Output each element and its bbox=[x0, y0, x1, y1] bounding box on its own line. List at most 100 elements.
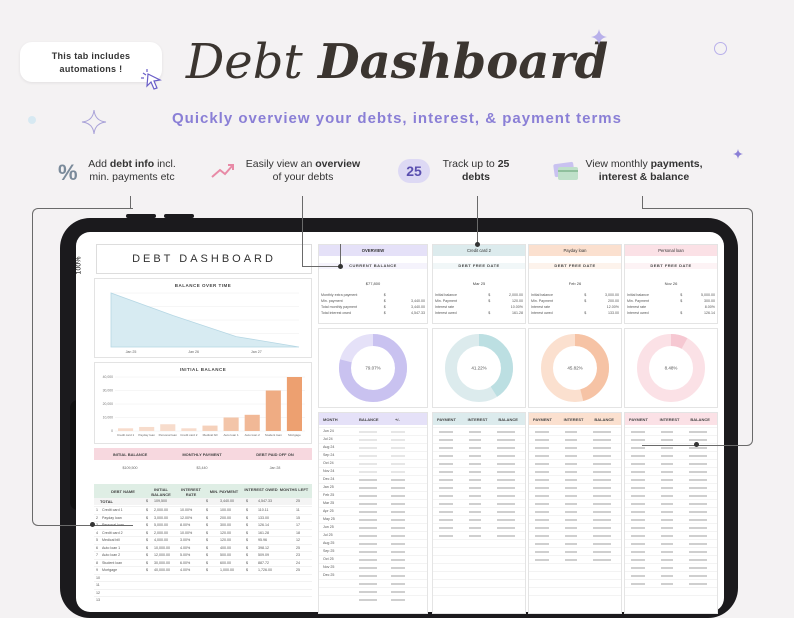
table-cell: Payday loan bbox=[102, 515, 122, 520]
schedule-row bbox=[529, 595, 621, 603]
schedule-value bbox=[391, 583, 405, 585]
schedule-value bbox=[439, 495, 453, 497]
card-row-label: Initial balance bbox=[531, 293, 553, 297]
table-cell: 500.00 bbox=[220, 553, 231, 557]
schedule-value bbox=[359, 503, 377, 505]
card-row-value: 126.14 bbox=[704, 311, 715, 315]
bar bbox=[244, 414, 260, 431]
donut-segment bbox=[339, 334, 407, 402]
callout-line bbox=[130, 196, 131, 208]
schedule-value bbox=[535, 479, 549, 481]
schedule-row bbox=[625, 435, 717, 443]
schedule-row bbox=[625, 443, 717, 451]
card-row-label: Min. Payment bbox=[531, 299, 553, 303]
schedule-value bbox=[631, 463, 645, 465]
table-cell: 120.00 bbox=[220, 530, 231, 535]
schedule-row bbox=[433, 483, 525, 491]
summary-header-1: INITIAL BALANCE bbox=[112, 452, 148, 457]
table-cell: 8 bbox=[96, 560, 98, 565]
schedule-value bbox=[439, 431, 453, 433]
schedule-row bbox=[433, 507, 525, 515]
donut-percent: 41.22% bbox=[471, 366, 486, 371]
total-currency: $ bbox=[206, 499, 208, 503]
schedule-month: Mar 25 bbox=[323, 501, 335, 505]
card-row-value: 3,440.00 bbox=[411, 299, 425, 303]
schedule-row bbox=[433, 467, 525, 475]
table-cell: 200.00 bbox=[220, 515, 231, 520]
schedule-value bbox=[565, 551, 577, 553]
schedule-row bbox=[433, 451, 525, 459]
table-cell: 126.14 bbox=[258, 523, 269, 527]
card-subheader: DEBT FREE DATE bbox=[625, 263, 717, 269]
schedule-row bbox=[433, 427, 525, 435]
schedule-value bbox=[661, 479, 673, 481]
schedule-month: Nov 25 bbox=[323, 565, 335, 569]
table-cell: $ bbox=[146, 538, 148, 542]
table-cell: 17 bbox=[296, 523, 300, 527]
y-tick-label: 0 bbox=[111, 429, 113, 433]
schedule-value bbox=[631, 543, 645, 545]
schedule-value bbox=[535, 511, 549, 513]
total-months: 25 bbox=[296, 499, 300, 503]
schedule-value bbox=[497, 431, 515, 433]
schedule-value bbox=[593, 463, 611, 465]
schedule-value bbox=[689, 487, 707, 489]
schedule-value bbox=[689, 479, 707, 481]
schedule-value bbox=[439, 503, 453, 505]
tag-line-1: This tab includes bbox=[51, 51, 131, 61]
schedule-value bbox=[469, 535, 481, 537]
schedule-value bbox=[469, 447, 481, 449]
schedule-row bbox=[433, 547, 525, 555]
schedule-col-header: PAYMENT bbox=[437, 417, 456, 422]
bar-label: Credit card 1 bbox=[117, 433, 135, 437]
schedule-value bbox=[497, 503, 515, 505]
schedule-value bbox=[497, 535, 515, 537]
table-cell: $ bbox=[246, 508, 248, 512]
schedule-value bbox=[661, 455, 673, 457]
schedule-value bbox=[439, 519, 453, 521]
summary-value-3: Jan 28 bbox=[269, 466, 281, 470]
card-row-value: 300.00 bbox=[704, 299, 715, 303]
schedule-value bbox=[565, 527, 577, 529]
schedule-value bbox=[359, 511, 377, 513]
table-cell: $ bbox=[146, 530, 148, 535]
table-cell: $ bbox=[206, 530, 208, 535]
card-row-value: 5,000.00 bbox=[701, 293, 715, 297]
schedule-value bbox=[359, 495, 377, 497]
schedule-row bbox=[529, 451, 621, 459]
table-cell: $ bbox=[206, 538, 208, 542]
table-cell: 4,000.00 bbox=[154, 538, 168, 542]
schedule-value bbox=[391, 543, 405, 545]
donut-chart: 41.22% bbox=[445, 334, 513, 402]
schedule-value bbox=[535, 535, 549, 537]
title-light: Debt bbox=[185, 34, 318, 90]
schedule-month: Dec 24 bbox=[323, 477, 335, 481]
col-debt-name: DEBT NAME bbox=[111, 489, 135, 494]
schedule-value bbox=[439, 479, 453, 481]
schedule-value bbox=[359, 575, 377, 577]
schedule-row bbox=[433, 563, 525, 571]
card-row-value: 2,000.00 bbox=[509, 293, 523, 297]
table-cell: 110.11 bbox=[258, 508, 269, 512]
schedule-value bbox=[497, 439, 515, 441]
schedule-value bbox=[565, 495, 577, 497]
schedule-value bbox=[391, 527, 405, 529]
schedule-row bbox=[433, 459, 525, 467]
schedule-value bbox=[469, 479, 481, 481]
schedule-value bbox=[689, 503, 707, 505]
schedule-row bbox=[529, 571, 621, 579]
summary-strip: INITIAL BALANCE MONTHLY PAYMENT DEBT PAI… bbox=[94, 448, 312, 478]
schedule-value bbox=[497, 495, 515, 497]
schedule-value bbox=[689, 527, 707, 529]
chart-title: BALANCE OVER TIME bbox=[174, 283, 232, 288]
table-cell: 6 bbox=[96, 545, 98, 550]
card-row-currency: $ bbox=[584, 299, 587, 303]
schedule-value bbox=[535, 439, 549, 441]
bar bbox=[223, 417, 239, 431]
schedule-row bbox=[529, 523, 621, 531]
schedule-value bbox=[689, 511, 707, 513]
schedule-value bbox=[593, 511, 611, 513]
table-cell: 161.28 bbox=[258, 530, 269, 535]
callout-line bbox=[477, 196, 478, 244]
